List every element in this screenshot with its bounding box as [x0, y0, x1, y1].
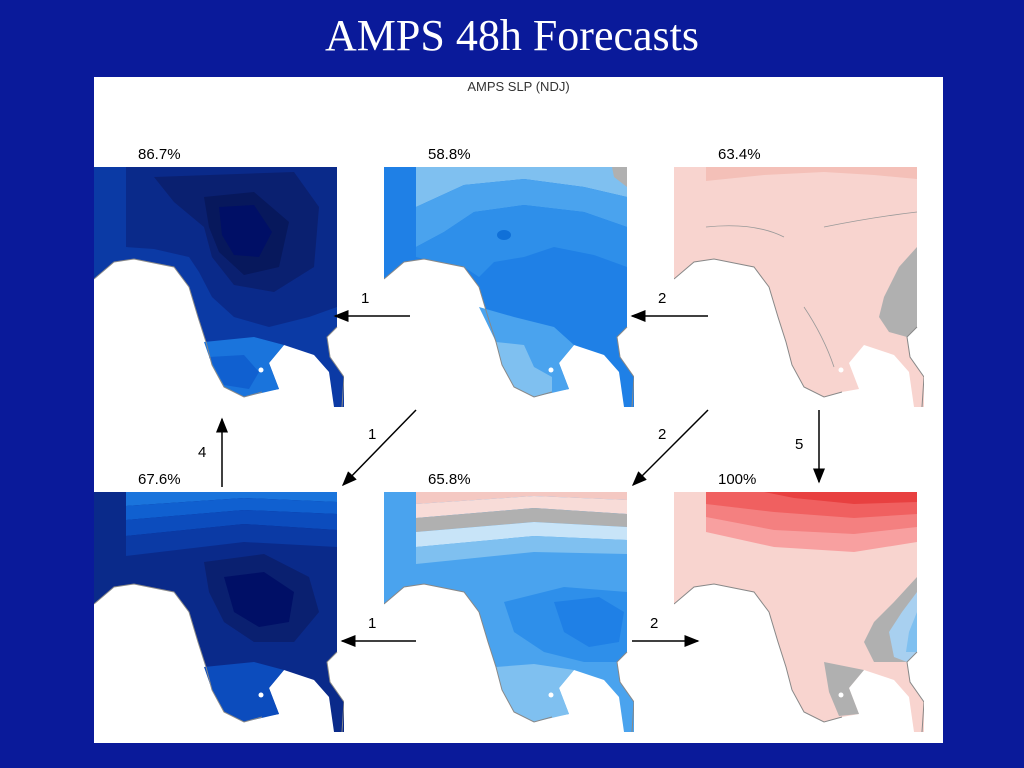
slide-title: AMPS 48h Forecasts	[324, 11, 700, 60]
edge-label-bl-to-tl: 4	[198, 444, 207, 461]
figure-caption: AMPS SLP (NDJ)	[467, 79, 570, 94]
edge-label-bm-to-bl: 1	[368, 615, 377, 632]
edge-label-tr-to-br: 5	[795, 436, 804, 453]
edge-label-tr-to-bm: 2	[658, 426, 667, 443]
slp-map-top-left	[94, 167, 344, 407]
edge-label-bm-to-br: 2	[650, 615, 659, 632]
arrow-tr-to-bm	[631, 409, 709, 487]
percent-label-top-left: 86.7%	[138, 146, 181, 163]
edge-label-tm-to-bl: 1	[368, 426, 377, 443]
percent-label-bottom-middle: 65.8%	[428, 471, 471, 488]
slp-map-top-middle	[384, 167, 634, 407]
edge-label-tr-to-tm: 2	[658, 290, 667, 307]
figure-panel: AMPS SLP (NDJ) 86.7% 58.8% 63.4% 67.6% 6…	[94, 77, 943, 743]
transition-arrows	[216, 310, 825, 647]
percent-label-top-right: 63.4%	[718, 146, 761, 163]
arrow-tm-to-bl	[341, 409, 417, 487]
slp-map-top-right	[674, 167, 924, 407]
slp-map-bottom-right	[674, 492, 924, 732]
edge-label-tm-to-tl: 1	[361, 290, 370, 307]
percent-label-top-middle: 58.8%	[428, 146, 471, 163]
percent-label-bottom-left: 67.6%	[138, 471, 181, 488]
slp-map-bottom-left	[94, 492, 344, 732]
slp-map-bottom-middle	[384, 492, 634, 732]
percent-label-bottom-right: 100%	[718, 471, 757, 488]
